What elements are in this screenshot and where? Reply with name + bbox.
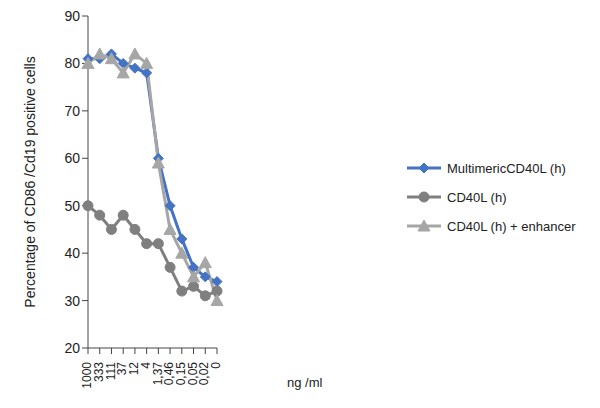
svg-text:80: 80 xyxy=(64,55,80,71)
svg-text:Percentage of CD86 /Cd19 posit: Percentage of CD86 /Cd19 positive cells xyxy=(22,56,38,307)
svg-text:30: 30 xyxy=(64,293,80,309)
svg-text:50: 50 xyxy=(64,198,80,214)
svg-text:0,05: 0,05 xyxy=(185,362,200,386)
svg-text:12: 12 xyxy=(127,362,142,376)
svg-text:333: 333 xyxy=(91,362,106,382)
html-text:CD40L (h) + enhancer: CD40L (h) + enhancer xyxy=(447,218,576,234)
svg-text:1,37: 1,37 xyxy=(150,362,165,386)
html-text:MultimericCD40L (h): MultimericCD40L (h) xyxy=(447,160,566,176)
svg-text:20: 20 xyxy=(64,340,80,356)
svg-text:111: 111 xyxy=(103,362,118,381)
svg-text:ng /ml: ng /ml xyxy=(287,375,323,390)
svg-text:1000: 1000 xyxy=(80,362,95,389)
svg-text:0: 0 xyxy=(209,362,223,369)
svg-text:60: 60 xyxy=(64,150,80,166)
svg-text:0,15: 0,15 xyxy=(174,362,188,386)
svg-text:0,46: 0,46 xyxy=(162,362,177,386)
html-text:CD40L (h): CD40L (h) xyxy=(447,189,507,205)
svg-text:37: 37 xyxy=(115,362,130,376)
svg-text:40: 40 xyxy=(64,245,80,261)
svg-text:70: 70 xyxy=(64,103,80,119)
svg-text:0,02: 0,02 xyxy=(197,362,212,386)
svg-text:4: 4 xyxy=(138,362,153,369)
svg-text:90: 90 xyxy=(64,8,80,24)
